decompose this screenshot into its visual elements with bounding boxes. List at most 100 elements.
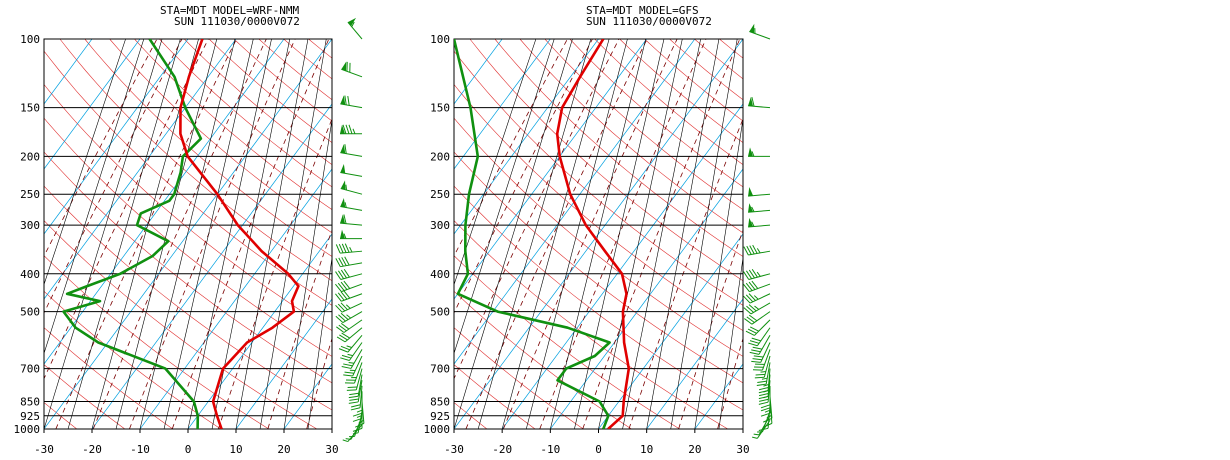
wind-barb: [752, 420, 771, 439]
pressure-tick-label: 250: [20, 188, 40, 201]
pressure-tick-label: 700: [20, 363, 40, 376]
dry-adiabat: [454, 327, 584, 429]
wind-barb-staff: [760, 342, 771, 363]
isotherm: [235, 298, 332, 429]
wind-barb-flag: [335, 244, 341, 254]
wind-barb-half-flag: [346, 345, 352, 349]
wind-barb-staff: [347, 334, 363, 353]
wind-barb-half-flag: [756, 271, 761, 277]
moist-adiabat: [44, 39, 126, 286]
wind-barb: [336, 319, 363, 333]
wind-barb: [340, 144, 363, 157]
wind-barb-staff: [748, 193, 771, 197]
isotherm: [283, 363, 332, 429]
wind-barb: [748, 217, 771, 228]
dry-adiabat: [258, 39, 332, 101]
wind-barb-flag: [752, 369, 763, 371]
wind-barb: [340, 198, 363, 211]
wind-barb-flag: [338, 348, 349, 353]
dry-adiabat: [372, 30, 1230, 437]
wind-barb-flag: [749, 340, 760, 344]
wind-barb-staff: [340, 103, 363, 109]
wind-barb-flag: [344, 256, 350, 266]
dry-adiabat: [283, 39, 332, 80]
background-lines: [63, 30, 743, 437]
isotherm: [63, 30, 365, 437]
wind-barb-column: [335, 17, 365, 443]
wind-barb-flag: [335, 271, 342, 280]
wind-barb: [743, 293, 771, 304]
pressure-tick-label: 1000: [424, 423, 451, 436]
dry-adiabat: [454, 151, 743, 384]
wind-barb-flag: [760, 404, 771, 409]
pressure-tick-label: 200: [20, 150, 40, 163]
wind-barb-half-flag: [345, 304, 351, 309]
isotherm: [454, 39, 455, 40]
wind-barb-flag: [350, 407, 361, 411]
dry-adiabat: [569, 39, 743, 188]
wind-barb-flag: [343, 290, 351, 299]
wind-barb: [341, 61, 363, 78]
wind-barb-staff: [748, 224, 771, 228]
temperature-tick-label: -30: [34, 443, 54, 456]
wind-barb: [335, 290, 363, 302]
moist-adiabat: [670, 39, 738, 429]
dry-adiabat: [454, 402, 488, 429]
dewpoint-profile: [62, 39, 203, 429]
moist-adiabat: [454, 39, 573, 429]
wind-barb-staff: [355, 368, 363, 390]
wind-barb: [758, 380, 771, 405]
wind-barb: [748, 203, 771, 213]
wind-barb-flag: [341, 354, 352, 359]
dry-adiabat: [454, 255, 681, 429]
wrf-nmm-header-line1: STA=MDT MODEL=WRF-NMM: [160, 4, 299, 17]
isotherm: [44, 39, 45, 40]
wind-barb: [751, 342, 771, 363]
wind-barb: [756, 362, 771, 386]
mixing-ratio-line: [502, 39, 678, 429]
wind-barb: [340, 214, 363, 226]
wind-barb-flag: [749, 351, 760, 355]
wind-barb-half-flag: [756, 248, 761, 254]
wind-barb: [340, 229, 362, 240]
wind-barb: [350, 385, 363, 411]
wind-barb-pennant: [748, 147, 753, 157]
wind-barb-staff: [763, 355, 771, 378]
wind-barb-half-flag: [751, 221, 755, 227]
wind-barb-flag: [748, 281, 756, 290]
wind-barb: [752, 349, 771, 371]
wind-barb: [348, 380, 363, 404]
wind-barb-staff: [769, 401, 773, 424]
gfs-skewt-panel: STA=MDT MODEL=GFS SUN 111030/0000V072 10…: [63, 4, 773, 456]
pressure-tick-label: 1000: [14, 423, 41, 436]
temperature-tick-label: 20: [688, 443, 701, 456]
wind-barb-flag: [352, 412, 363, 417]
wind-barb: [338, 334, 363, 353]
isotherm: [454, 39, 503, 105]
dry-adiabat: [396, 30, 1230, 437]
wind-barb-flag: [339, 334, 348, 341]
pressure-tick-label: 925: [430, 410, 450, 423]
wind-barb: [341, 349, 363, 369]
dry-adiabat: [323, 30, 1159, 437]
wind-barb-flag: [748, 314, 758, 322]
wind-barb-half-flag: [346, 314, 352, 319]
isotherm: [44, 39, 237, 300]
wind-barb-pennant: [340, 198, 346, 208]
wind-barb: [340, 180, 363, 195]
temperature-tick-label: 0: [185, 443, 192, 456]
wind-barb-flag: [755, 373, 766, 376]
wind-barb-flag: [338, 257, 344, 267]
wind-barb-flag: [746, 305, 754, 313]
wind-barb-flag: [344, 144, 347, 154]
wind-barb-flag: [759, 398, 769, 402]
wind-barb-flag: [343, 363, 353, 367]
moist-adiabat: [307, 255, 332, 429]
wind-barb-staff: [340, 250, 363, 254]
wind-barb-staff: [340, 206, 363, 211]
wind-barb-half-flag: [753, 433, 760, 436]
wind-barb-flag: [745, 282, 753, 291]
wind-barb-flag: [348, 401, 359, 404]
wind-barb-staff: [341, 293, 363, 302]
